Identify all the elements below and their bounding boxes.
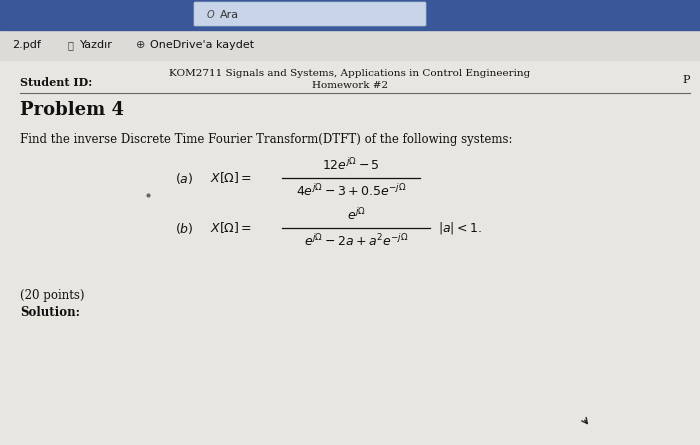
Text: Problem 4: Problem 4 [20, 101, 124, 119]
Text: P: P [682, 75, 690, 85]
Text: $12e^{j\Omega} - 5$: $12e^{j\Omega} - 5$ [322, 157, 380, 173]
Text: Ara: Ara [220, 9, 239, 20]
Text: 2.pdf: 2.pdf [12, 40, 41, 50]
Text: Homework #2: Homework #2 [312, 81, 388, 89]
Text: $(a)$: $(a)$ [175, 170, 193, 186]
Text: O: O [206, 9, 214, 20]
Text: Solution:: Solution: [20, 307, 80, 320]
Text: KOM2711 Signals and Systems, Applications in Control Engineering: KOM2711 Signals and Systems, Application… [169, 69, 531, 78]
Text: $X[\Omega] =$: $X[\Omega] =$ [210, 170, 252, 186]
Bar [0, 30, 700, 60]
FancyBboxPatch shape [194, 2, 426, 26]
Text: $4e^{j\Omega} - 3 + 0.5e^{-j\Omega}$: $4e^{j\Omega} - 3 + 0.5e^{-j\Omega}$ [295, 183, 406, 199]
Bar [0, 0, 700, 30]
Text: $e^{j\Omega} - 2a + a^2 e^{-j\Omega}$: $e^{j\Omega} - 2a + a^2 e^{-j\Omega}$ [304, 233, 408, 249]
Text: ⊕: ⊕ [136, 40, 146, 50]
Text: (20 points): (20 points) [20, 288, 85, 302]
Text: 🖨: 🖨 [68, 40, 74, 50]
Text: $e^{j\Omega}$: $e^{j\Omega}$ [346, 207, 365, 223]
Text: $(b)$: $(b)$ [175, 221, 194, 235]
Text: Student ID:: Student ID: [20, 77, 92, 89]
Text: Yazdır: Yazdır [80, 40, 113, 50]
Text: $|a| < 1.$: $|a| < 1.$ [438, 220, 482, 236]
Text: OneDrive'a kaydet: OneDrive'a kaydet [150, 40, 254, 50]
Text: $X[\Omega] =$: $X[\Omega] =$ [210, 221, 252, 235]
Text: Find the inverse Discrete Time Fourier Transform(DTFT) of the following systems:: Find the inverse Discrete Time Fourier T… [20, 134, 512, 146]
Bar [0, 60, 700, 445]
